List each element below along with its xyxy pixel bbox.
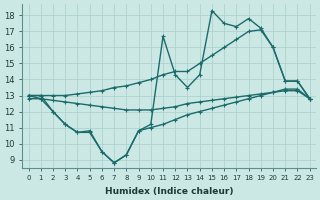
X-axis label: Humidex (Indice chaleur): Humidex (Indice chaleur) <box>105 187 233 196</box>
